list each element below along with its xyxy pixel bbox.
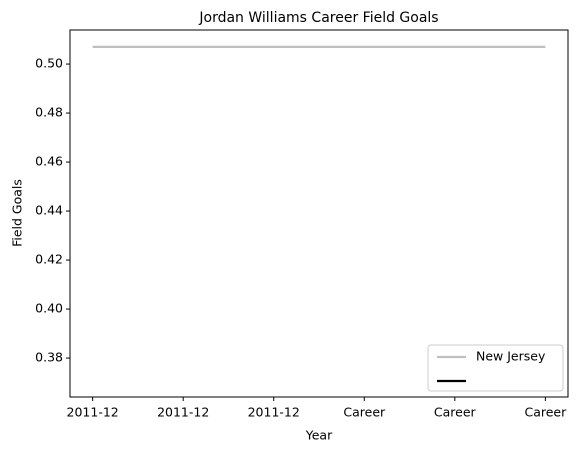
x-tick-label: Career bbox=[434, 405, 477, 420]
x-axis-label: Year bbox=[305, 428, 333, 443]
plot-frame bbox=[69, 29, 569, 398]
y-tick-label: 0.46 bbox=[35, 154, 63, 169]
x-tick-label: 2011-12 bbox=[67, 405, 119, 420]
y-tick-label: 0.50 bbox=[35, 56, 63, 71]
x-tick-label: 2011-12 bbox=[157, 405, 209, 420]
chart-title: Jordan Williams Career Field Goals bbox=[198, 10, 438, 26]
x-tick-label: 2011-12 bbox=[248, 405, 300, 420]
y-tick-label: 0.38 bbox=[35, 350, 63, 365]
y-axis-label: Field Goals bbox=[10, 179, 25, 247]
y-tick-label: 0.42 bbox=[35, 252, 63, 267]
y-tick-label: 0.48 bbox=[35, 105, 63, 120]
x-tick-label: Career bbox=[524, 405, 567, 420]
y-tick-label: 0.40 bbox=[35, 301, 63, 316]
legend-label: New Jersey bbox=[476, 349, 546, 364]
x-tick-label: Career bbox=[343, 405, 386, 420]
y-tick-label: 0.44 bbox=[35, 203, 63, 218]
